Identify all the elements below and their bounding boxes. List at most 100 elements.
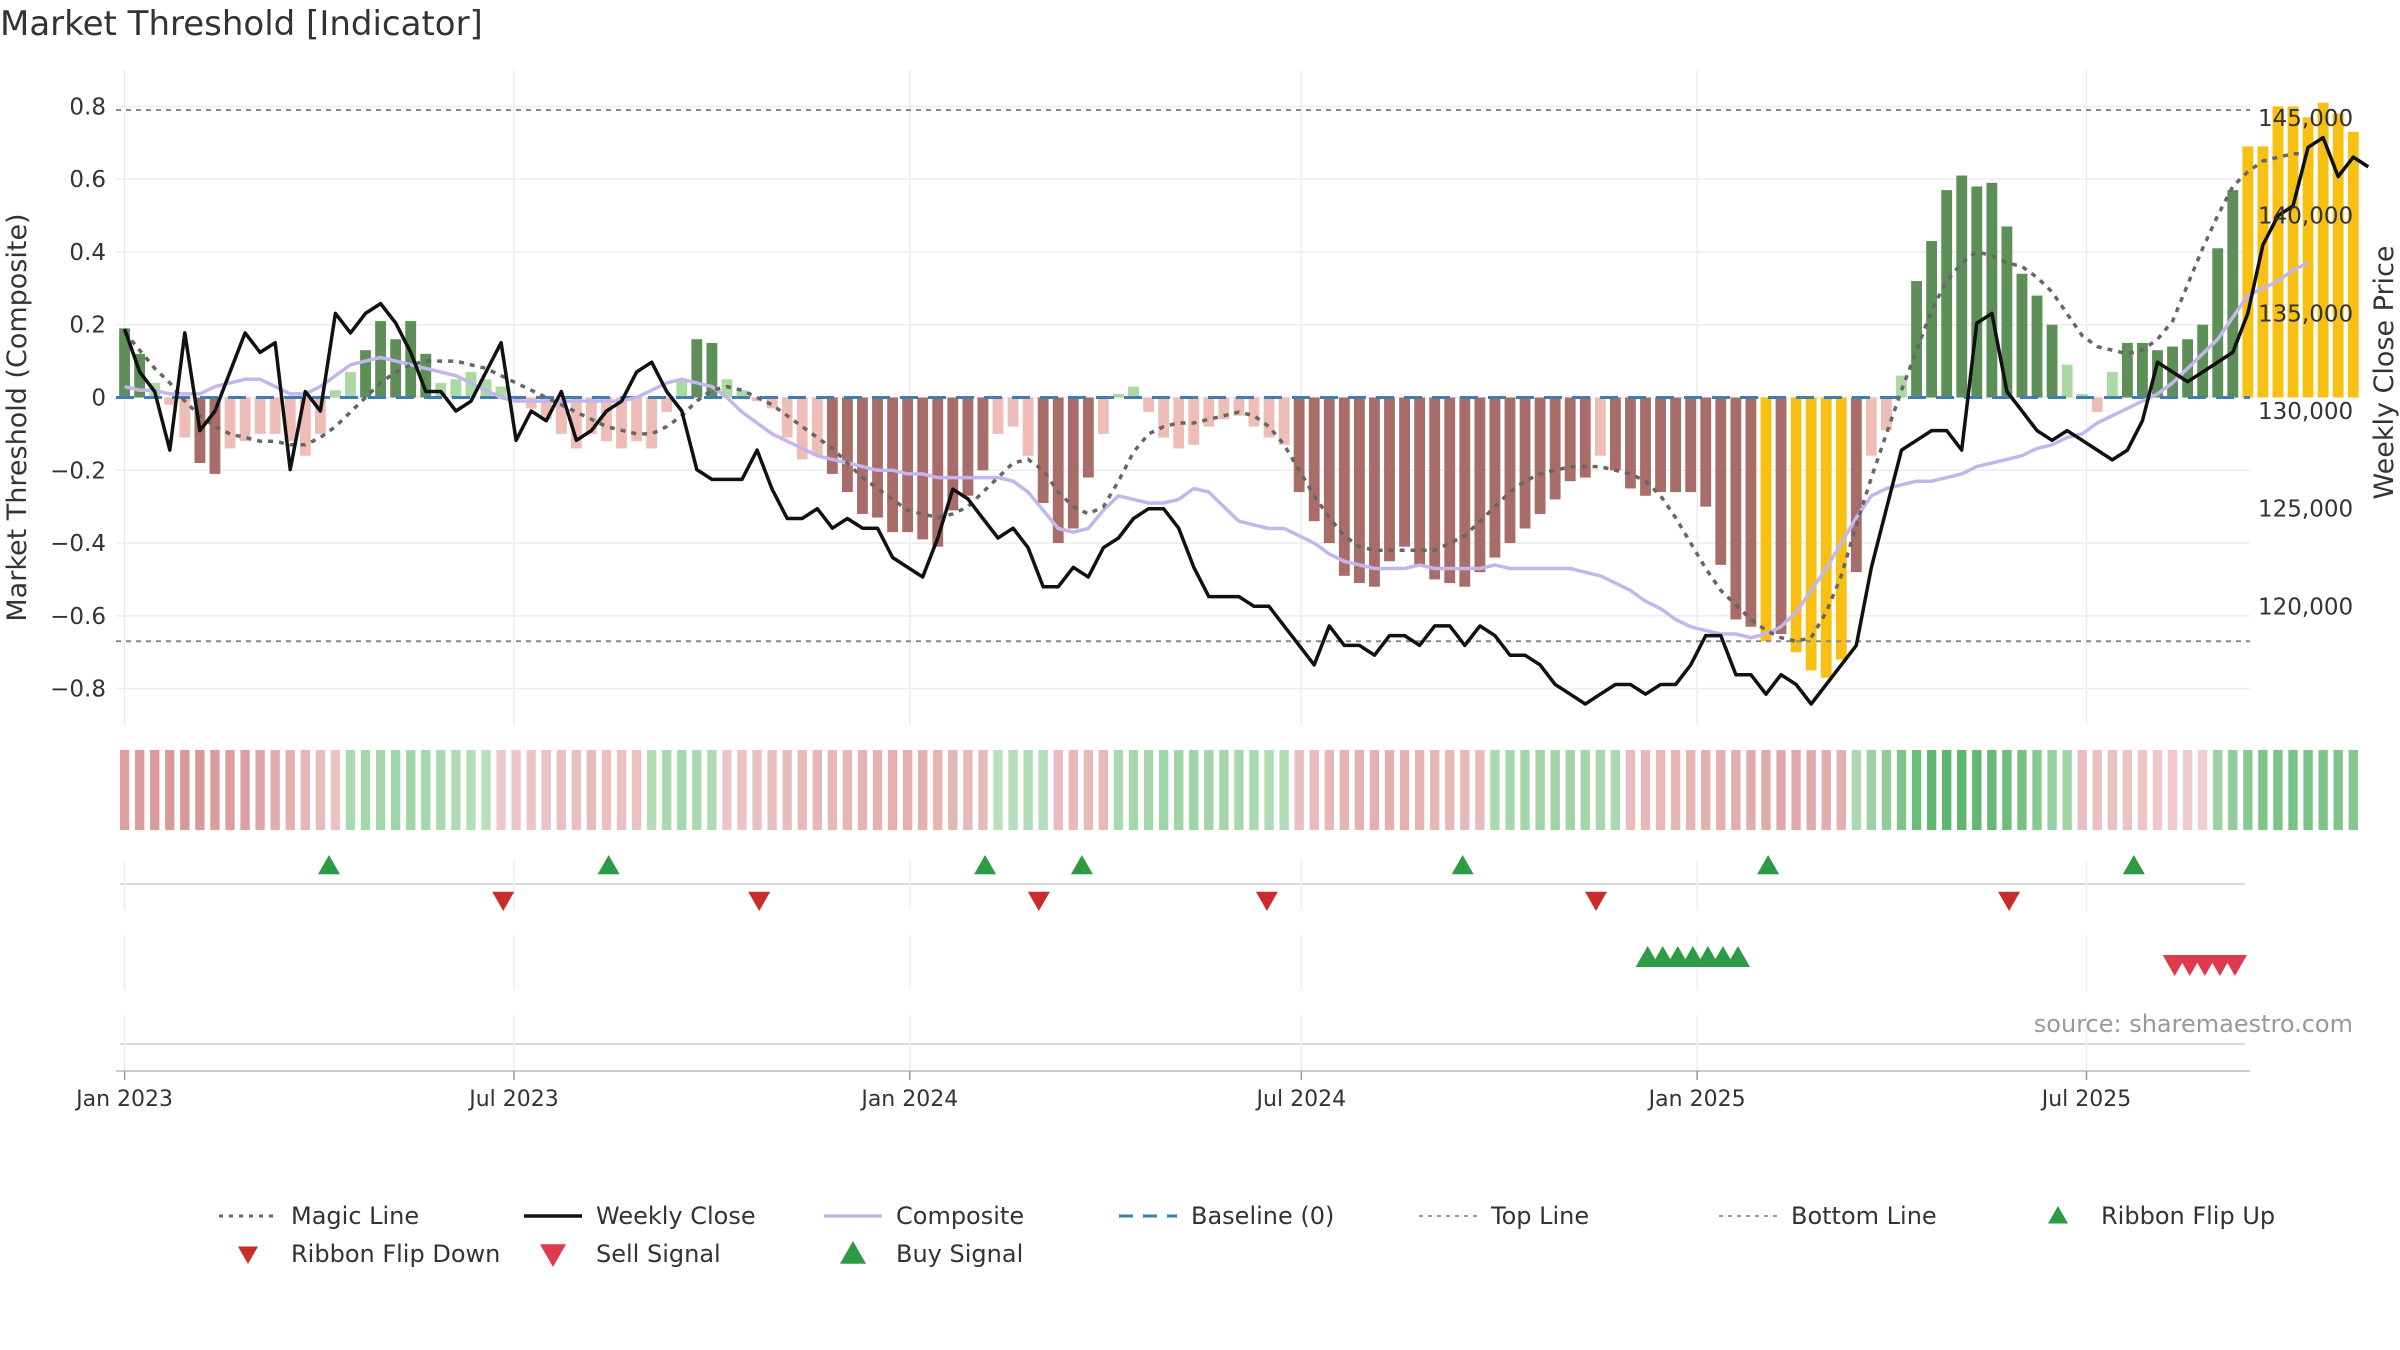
ribbon-cell <box>1987 750 1997 830</box>
histogram-bar <box>269 397 281 434</box>
ribbon-flip-up-marker <box>317 855 340 875</box>
series-lines <box>122 135 2370 706</box>
legend-item-sell-signal: Sell Signal <box>520 1237 721 1271</box>
ribbon-cell <box>707 750 717 830</box>
dotted-line-light-icon <box>1715 1199 1781 1233</box>
ribbon-cell <box>1294 750 1304 830</box>
histogram-bar <box>2121 342 2133 398</box>
ribbon-cell <box>345 750 356 830</box>
histogram-bar <box>570 397 582 449</box>
ribbon-cell <box>2258 750 2268 830</box>
ribbon-flip-down-marker <box>1585 891 1608 911</box>
ribbon-cell <box>1731 750 1741 830</box>
histogram-bar <box>736 390 748 398</box>
y-left-tick-label: 0.8 <box>69 94 106 120</box>
histogram-bar <box>585 397 597 434</box>
ribbon-cell <box>827 750 838 830</box>
ribbon-cell <box>1143 750 1154 830</box>
histogram-bar <box>1128 386 1139 398</box>
dotted-line-light-icon <box>1415 1199 1481 1233</box>
ribbon-cell <box>1309 750 1319 830</box>
ribbon-cell <box>752 750 762 830</box>
histogram-bar <box>1308 397 1320 522</box>
histogram-bar <box>420 353 432 398</box>
ribbon-cell <box>1806 750 1816 830</box>
ribbon-cell <box>1083 750 1094 830</box>
ribbon-cell <box>2333 750 2343 830</box>
ribbon-cell <box>948 750 958 830</box>
signal-markers <box>120 855 2247 1070</box>
histogram-bar <box>2257 146 2269 398</box>
histogram-bar <box>646 397 658 449</box>
ribbon-cell <box>2243 750 2253 830</box>
histogram-bar <box>1504 397 1516 544</box>
ribbon-flip-up-marker <box>1757 855 1780 875</box>
ribbon-cell <box>2198 750 2208 830</box>
histogram-bar <box>2332 113 2344 398</box>
histogram-bar <box>1986 182 1998 398</box>
buy-signal-marker <box>1680 946 1705 967</box>
ribbon-cell <box>1113 750 1124 830</box>
histogram-bar <box>1007 397 1019 427</box>
histogram-bar <box>917 397 929 540</box>
histogram-bar <box>1052 397 1064 544</box>
ribbon-cell <box>1219 750 1229 830</box>
legend-item-composite: Composite <box>820 1199 1024 1233</box>
histogram-bar <box>1881 397 1892 431</box>
y-left-tick-label: 0.2 <box>69 313 106 339</box>
chart-svg: −0.8 −0.6 −0.4 −0.2 0 0.2 0.4 0.6 0.8 120,000 125,… <box>2 70 2400 1112</box>
legend-label: Sell Signal <box>596 1240 721 1268</box>
ribbon-flip-up-marker <box>2122 855 2145 875</box>
histogram-bar <box>450 379 462 398</box>
histogram-bar <box>540 397 552 420</box>
ribbon-cell <box>1279 750 1289 830</box>
ribbon-cell <box>1550 750 1560 830</box>
ribbon-cell <box>1746 750 1756 830</box>
ribbon-cell <box>2092 750 2102 830</box>
histogram-bar <box>2287 106 2299 398</box>
legend-item-ribbon-flip-down: Ribbon Flip Down <box>215 1237 500 1271</box>
histogram-bar <box>1564 397 1576 482</box>
histogram-bar <box>1278 397 1290 445</box>
histogram-bar <box>1835 397 1847 660</box>
ribbon-cell <box>842 750 853 830</box>
histogram-bar <box>1760 397 1772 642</box>
sell-signal-marker <box>2162 955 2187 976</box>
x-tick-label: Jul 2024 <box>1255 1087 1347 1112</box>
ribbon-cell <box>1701 750 1711 830</box>
histogram-bar <box>299 397 311 456</box>
ribbon-cell <box>406 750 416 830</box>
histogram-bar <box>1429 397 1441 580</box>
ribbon-cell <box>285 750 295 830</box>
triangle-down-icon <box>520 1237 586 1271</box>
ribbon-flip-down-marker <box>1027 891 1050 911</box>
x-axis: Jan 2023 Jul 2023 Jan 2024 Jul 2024 Jan 2025… <box>74 1070 2250 1112</box>
ribbon-cell <box>1670 750 1681 830</box>
dotted-line-icon <box>215 1199 281 1233</box>
ribbon-cell <box>1008 750 1018 830</box>
x-tick-label: Jul 2023 <box>467 1087 559 1112</box>
ribbon-cell <box>134 750 145 830</box>
ribbon-cell <box>2288 750 2298 830</box>
ribbon-cell <box>1957 750 1967 830</box>
ribbon-cell <box>165 750 175 830</box>
histogram-bar <box>1082 397 1094 478</box>
ribbon-cell <box>1640 750 1651 830</box>
histogram-bar <box>314 397 326 434</box>
legend-label: Top Line <box>1491 1202 1590 1230</box>
histogram-bar <box>284 397 296 442</box>
ribbon-cell <box>1791 750 1801 830</box>
ribbon-cell <box>119 750 130 830</box>
ribbon-cell <box>1339 750 1350 830</box>
ribbon-flip-down-marker <box>1998 891 2021 911</box>
ribbon-cell <box>692 750 702 830</box>
ribbon-cell <box>2032 750 2042 830</box>
ribbon-cell <box>737 750 747 830</box>
ribbon-flip-down-marker <box>748 891 771 911</box>
ribbon-cell <box>1926 750 1937 830</box>
histogram-bar <box>2317 102 2329 398</box>
histogram-bar <box>1820 397 1832 678</box>
legend-label: Weekly Close <box>596 1202 756 1230</box>
histogram-bar <box>2347 131 2359 398</box>
histogram-bar <box>2242 146 2254 398</box>
